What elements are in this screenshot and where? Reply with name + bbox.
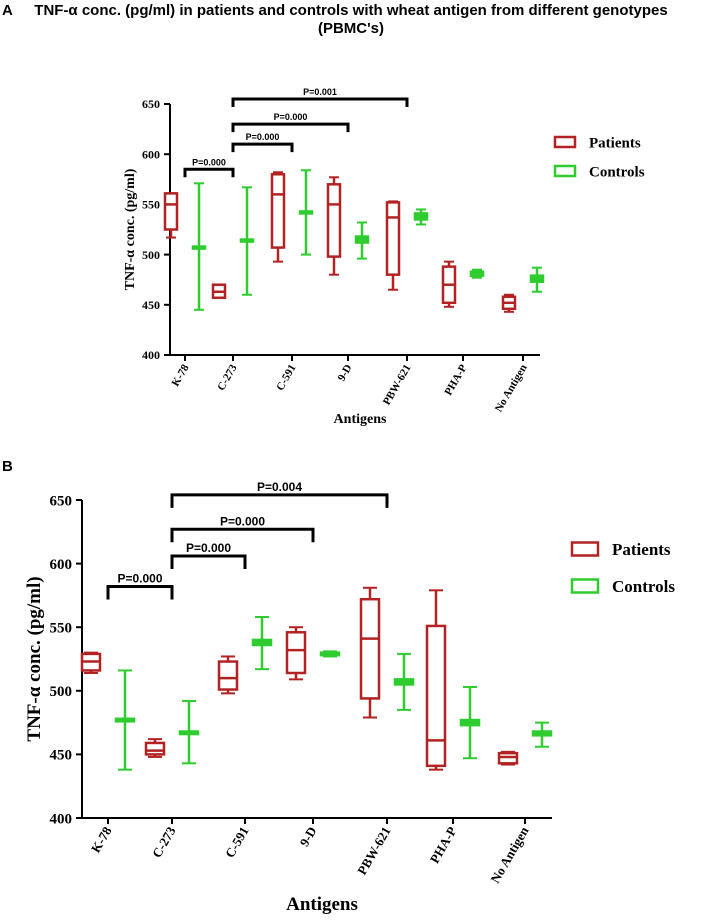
x-tick-label: PBW-621	[354, 824, 393, 877]
x-tick-label: C-273	[149, 824, 179, 861]
figure-title-line2: (PBMC's)	[317, 20, 385, 37]
legend-label: Patients	[589, 135, 641, 151]
legend-swatch	[570, 541, 600, 557]
x-axis-label: Antigens	[334, 412, 387, 427]
chart-panel-b: 400 450 500 550 600 650 TNF-α conc. (pg/ml) K-7…	[24, 480, 675, 915]
significance-bracket	[170, 527, 315, 543]
legend-label: Controls	[589, 164, 645, 180]
box-iqr	[359, 597, 381, 700]
significance-label: P=0.000	[220, 514, 265, 528]
x-tick-label: C-591	[222, 824, 252, 860]
y-tick-label: 600	[142, 147, 160, 161]
y-axis-label: TNF-α conc. (pg/ml)	[123, 168, 138, 290]
y-tick-label: 450	[142, 298, 160, 312]
y-axis-label: TNF-α conc. (pg/ml)	[24, 576, 45, 741]
x-tick-label: 9-D	[336, 362, 355, 383]
x-tick-label: PBW-621	[381, 363, 414, 408]
y-tick-label: 650	[50, 493, 73, 509]
box-iqr	[144, 741, 166, 756]
box-iqr	[326, 183, 342, 258]
significance-bracket	[170, 493, 389, 508]
box-iqr	[497, 751, 519, 765]
x-tick-label: PHA-P	[442, 362, 469, 397]
chart-panel-a: 400 450 500 550 600 650 TNF-α conc. (pg/ml) K-7…	[123, 87, 645, 427]
box-iqr	[217, 660, 239, 691]
significance-bracket	[231, 142, 294, 153]
legend-label: Patients	[612, 540, 671, 559]
x-axis-label: Antigens	[286, 894, 358, 915]
y-tick-label: 450	[50, 748, 73, 764]
y-tick-label: 550	[142, 198, 160, 212]
box-iqr	[425, 624, 447, 768]
x-tick-label: C-591	[274, 363, 298, 393]
y-tick-label: 650	[142, 97, 160, 111]
box-iqr	[385, 201, 401, 276]
x-tick-label: 9-D	[296, 824, 319, 849]
significance-label: P=0.000	[186, 541, 231, 555]
legend-swatch	[570, 578, 600, 594]
box-iqr	[285, 631, 307, 675]
x-tick-label: K-78	[170, 362, 192, 389]
x-tick-label: No Antigen	[487, 823, 532, 885]
figure-title: TNF-α conc. (pg/ml) in patients and cont…	[34, 2, 668, 19]
y-tick-label: 400	[142, 348, 160, 362]
x-tick-label: PHA-P	[427, 824, 460, 866]
significance-bracket	[170, 554, 247, 569]
significance-label: P=0.000	[274, 112, 308, 122]
significance-label: P=0.000	[246, 132, 280, 142]
y-tick-label: 400	[50, 811, 73, 827]
box-iqr	[163, 192, 179, 231]
legend-swatch	[553, 164, 577, 178]
legend-swatch	[553, 135, 577, 149]
x-tick-label: K-78	[88, 824, 115, 856]
legend-label: Controls	[612, 577, 675, 596]
significance-label: P=0.001	[303, 87, 337, 97]
significance-bracket	[183, 167, 235, 178]
x-tick-label: No Antigen	[493, 363, 530, 415]
y-tick-label: 500	[50, 684, 73, 700]
x-tick-label: C-273	[215, 362, 240, 393]
y-tick-label: 500	[142, 248, 160, 262]
significance-bracket	[231, 97, 409, 107]
y-tick-label: 600	[50, 557, 73, 573]
significance-label: P=0.004	[257, 480, 302, 494]
significance-label: P=0.000	[192, 157, 226, 167]
panel-b-letter: B	[2, 458, 13, 475]
panel-a-letter: A	[2, 2, 13, 19]
box-iqr	[270, 173, 286, 249]
significance-bracket	[231, 122, 350, 133]
y-tick-label: 550	[50, 620, 73, 636]
significance-bracket	[106, 584, 174, 600]
significance-label: P=0.000	[117, 571, 162, 585]
